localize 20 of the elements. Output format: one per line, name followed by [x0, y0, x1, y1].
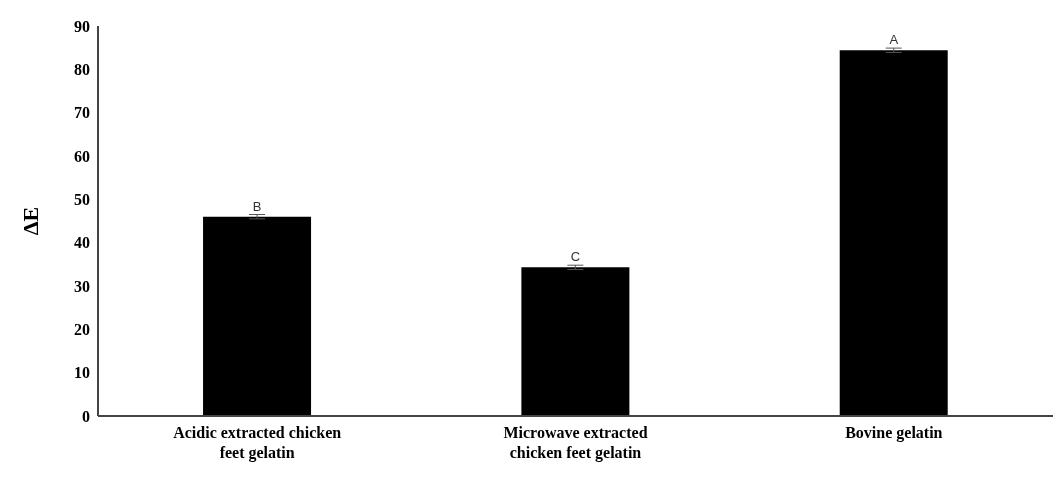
x-tick-label: Bovine gelatin: [845, 424, 943, 442]
y-tick-label: 30: [74, 277, 90, 295]
bar: [839, 50, 948, 416]
bar: [521, 267, 630, 416]
y-tick-label: 40: [74, 234, 90, 252]
annotation: C: [570, 249, 581, 265]
y-tick-label: 80: [74, 61, 90, 79]
y-tick-label: 20: [74, 321, 90, 339]
y-tick-label: 0: [82, 407, 90, 425]
annotation: B: [252, 198, 262, 214]
y-tick-label: 70: [74, 104, 90, 122]
y-axis-title: ΔE: [17, 206, 43, 236]
bar: [203, 216, 312, 416]
y-tick-label: 10: [74, 364, 90, 382]
y-tick-label: 60: [74, 147, 90, 165]
y-tick-label: 50: [74, 191, 90, 209]
x-tick-label: Microwave extracted chicken feet gelatin: [503, 424, 648, 462]
y-tick-label: 90: [74, 17, 90, 35]
x-tick-label: Acidic extracted chicken feet gelatin: [173, 424, 342, 462]
annotation: A: [889, 32, 899, 48]
